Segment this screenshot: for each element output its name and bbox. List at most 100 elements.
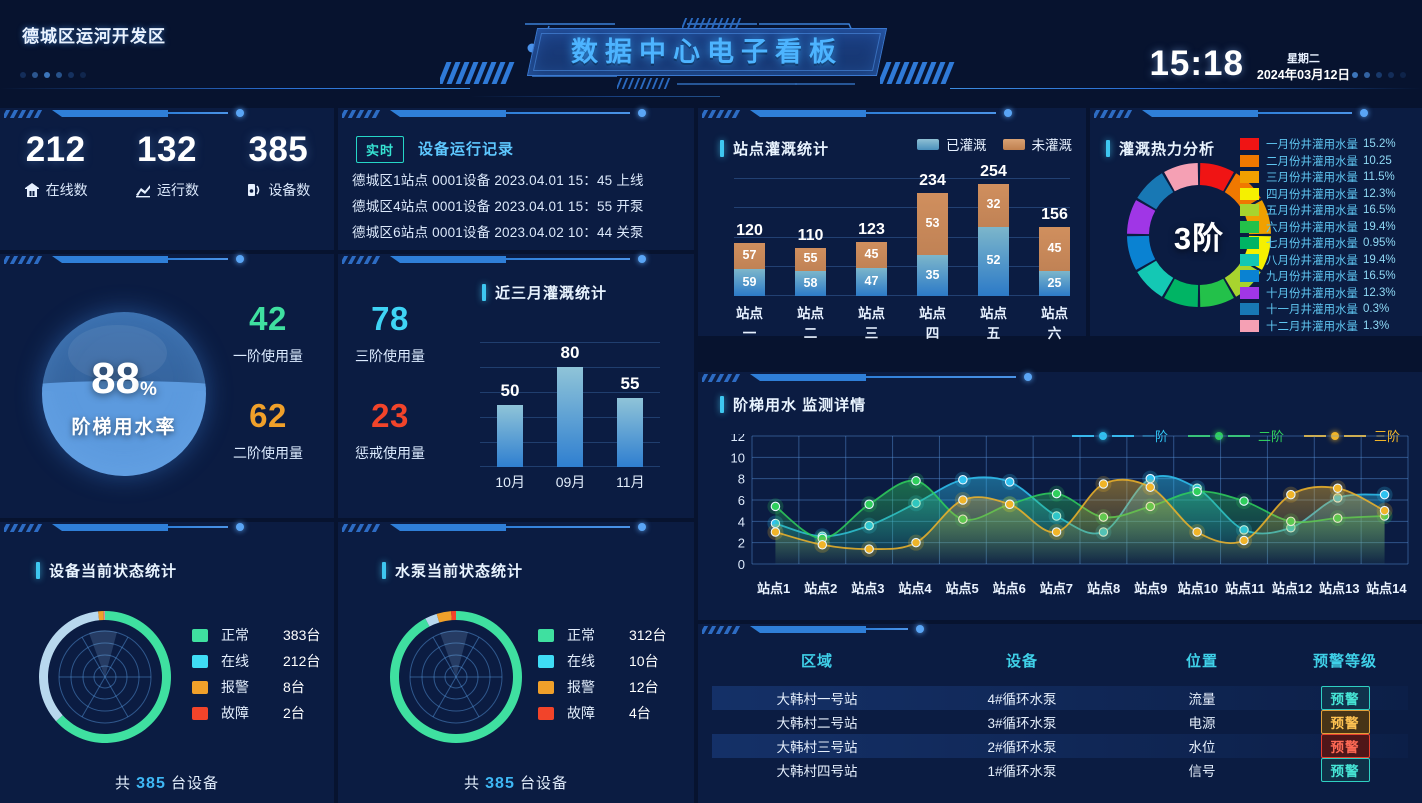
data-point[interactable] [1239,535,1249,546]
data-point[interactable] [1379,505,1390,516]
data-point[interactable] [958,474,968,485]
heat-analysis-panel: 灌溉热力分析 3阶 一月份井灌用水量 15.2% 二月份井灌用水量 10.25 三月份井… [1090,108,1422,336]
bar-total: 254 [980,163,1007,181]
table-row[interactable]: 大韩村一号站 4#循环水泵 流量 预警 [712,686,1408,710]
legend-value: 16.5% [1363,270,1396,283]
donut-segment[interactable] [1199,163,1234,192]
data-point[interactable] [864,544,874,554]
legend-value: 19.4% [1363,220,1396,233]
legend-item[interactable]: 三月份井灌用水量 11.5% [1240,169,1396,186]
donut-segment[interactable] [1137,173,1174,210]
data-point[interactable] [864,499,874,510]
data-point[interactable] [770,501,781,512]
ring-segment[interactable] [98,611,104,621]
device-log-list[interactable]: 德城区1站点 0001设备 2023.04.01 15：45 上线 德城区4站点… [352,168,682,246]
data-point[interactable] [1332,483,1343,494]
usage-value: 23 [371,397,409,434]
radar-ring [421,642,491,712]
data-point[interactable] [911,476,921,486]
data-point[interactable] [911,537,921,548]
legend-item[interactable]: 故障 2台 [192,700,320,726]
data-point[interactable] [1379,489,1390,500]
ring-segment[interactable] [38,611,100,722]
device-status-title: 设备当前状态统计 [49,563,178,580]
donut-segment[interactable] [1164,278,1199,307]
data-point[interactable] [1004,499,1015,510]
data-point[interactable] [1051,527,1062,537]
ring-segment[interactable] [103,611,105,621]
list-item: 德城区1站点 0001设备 2023.04.01 15：45 上线 [352,173,644,188]
donut-segment[interactable] [1137,260,1174,297]
water-rate-gauge [42,312,206,476]
legend-item[interactable]: 六月份井灌用水量 19.4% [1240,219,1396,236]
data-point[interactable] [1004,477,1015,487]
donut-segment[interactable] [1127,235,1156,270]
table-row[interactable]: 大韩村二号站 3#循环水泵 电源 预警 [712,710,1408,734]
legend-item[interactable]: 故障 4台 [538,700,666,726]
legend-item-irrigated[interactable]: 已灌溉 [917,134,987,154]
legend-swatch [1240,187,1259,200]
legend-swatch [1240,204,1259,217]
data-point[interactable] [958,495,968,505]
data-point[interactable] [817,540,828,550]
legend-item[interactable]: 二阶 [1187,426,1284,445]
cell-level: 预警 [1282,758,1408,782]
legend-item[interactable]: 在线 10台 [538,648,666,674]
cell-area: 大韩村二号站 [776,716,858,731]
legend-item[interactable]: 七月份井灌用水量 0.95% [1240,235,1396,252]
data-point[interactable] [770,527,781,537]
data-point[interactable] [1098,479,1109,489]
data-point[interactable] [1051,488,1062,499]
bar: 80 [557,343,583,467]
ring-segment[interactable] [56,611,172,743]
data-point[interactable] [1145,482,1156,492]
legend-item[interactable]: 十月份井灌用水量 12.3% [1240,285,1396,302]
data-point[interactable] [1192,486,1202,497]
pump-status-title: 水泵当前状态统计 [395,563,524,580]
legend-item[interactable]: 十一月井灌用水量 0.3% [1240,301,1396,318]
list-item: 德城区4站点 0001设备 2023.04.01 15：55 开泵 [352,199,644,214]
donut-segment[interactable] [1127,200,1156,235]
donut-segment[interactable] [1199,278,1234,307]
data-point[interactable] [1239,496,1249,506]
legend-item[interactable]: 一阶 [1071,426,1168,445]
data-point[interactable] [1192,527,1202,537]
kpi-value: 132 [137,130,197,169]
legend-swatch [1240,138,1259,151]
table-row[interactable]: 大韩村四号站 1#循环水泵 信号 预警 [712,758,1408,782]
ring-segment[interactable] [436,611,452,623]
legend-item[interactable]: 四月份井灌用水量 12.3% [1240,186,1396,203]
title-hatch-bottom [617,78,675,89]
station-bars: 57 120 59 55 110 58 45 123 47 53 234 35 32 254 52 45 156… [734,163,1070,296]
segment-value: 52 [986,253,1001,268]
total-value: 385 [136,775,166,792]
legend-item[interactable]: 一月份井灌用水量 15.2% [1240,136,1396,153]
legend-item[interactable]: 二月份井灌用水量 10.25 [1240,153,1396,170]
header-dots-right [1352,72,1406,78]
legend-item[interactable]: 九月份井灌用水量 16.5% [1240,268,1396,285]
ring-segment[interactable] [425,613,440,627]
x-tick-label: 站点六 [1041,306,1068,341]
date-label: 2024年03月12日 [1256,67,1350,82]
legend-swatch [192,706,208,720]
legend-item[interactable]: 八月份井灌用水量 19.4% [1240,252,1396,269]
legend-item[interactable]: 报警 12台 [538,674,666,700]
bar-total: 234 [919,171,946,189]
ring-segment[interactable] [451,611,456,621]
legend-item[interactable]: 十二月井灌用水量 1.3% [1240,318,1396,335]
legend-item-not-irrigated[interactable]: 未灌溉 [1002,134,1072,154]
stacked-bar: 45 156 25 [1039,206,1070,296]
legend-item[interactable]: 正常 312台 [538,622,666,648]
segment-value: 25 [1047,275,1062,290]
total-value: 385 [485,775,515,792]
legend-item[interactable]: 正常 383台 [192,622,320,648]
table-row[interactable]: 大韩村三号站 2#循环水泵 水位 预警 [712,734,1408,758]
legend-item[interactable]: 报警 8台 [192,674,320,700]
donut-segment[interactable] [1164,163,1199,192]
legend-item[interactable]: 三阶 [1303,426,1400,445]
kpi-value: 212 [25,130,86,169]
bar-segment-not-irrigated: 45 123 [856,221,887,269]
legend-item[interactable]: 在线 212台 [192,648,320,674]
legend-item[interactable]: 五月份井灌用水量 16.5% [1240,202,1396,219]
data-point[interactable] [1286,489,1296,500]
